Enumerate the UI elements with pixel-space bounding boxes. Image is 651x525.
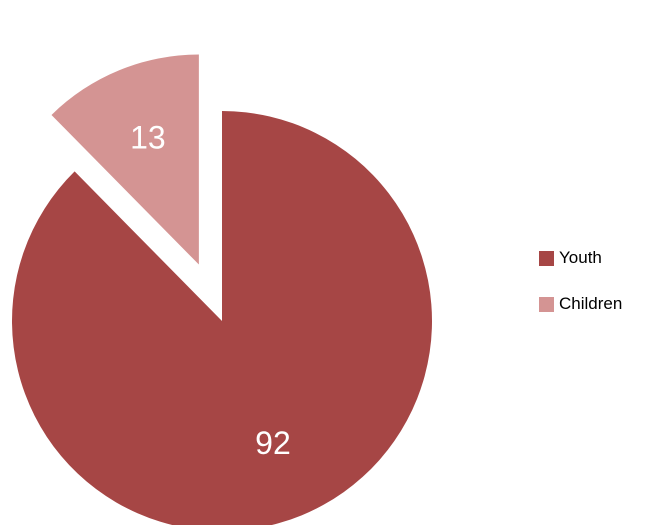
legend-swatch-youth xyxy=(539,250,554,266)
legend-swatch-children xyxy=(539,296,554,312)
data-label-children: 13 xyxy=(130,120,166,156)
legend-label-children: Children xyxy=(559,294,623,313)
data-label-youth: 92 xyxy=(255,425,291,461)
pie-slice-youth xyxy=(12,111,432,525)
legend-item-children: Children xyxy=(539,292,622,316)
pie-slice-children xyxy=(51,54,199,265)
legend-label-youth: Youth xyxy=(559,248,602,267)
legend: Youth Children xyxy=(539,246,622,338)
legend-item-youth: Youth xyxy=(539,246,622,270)
